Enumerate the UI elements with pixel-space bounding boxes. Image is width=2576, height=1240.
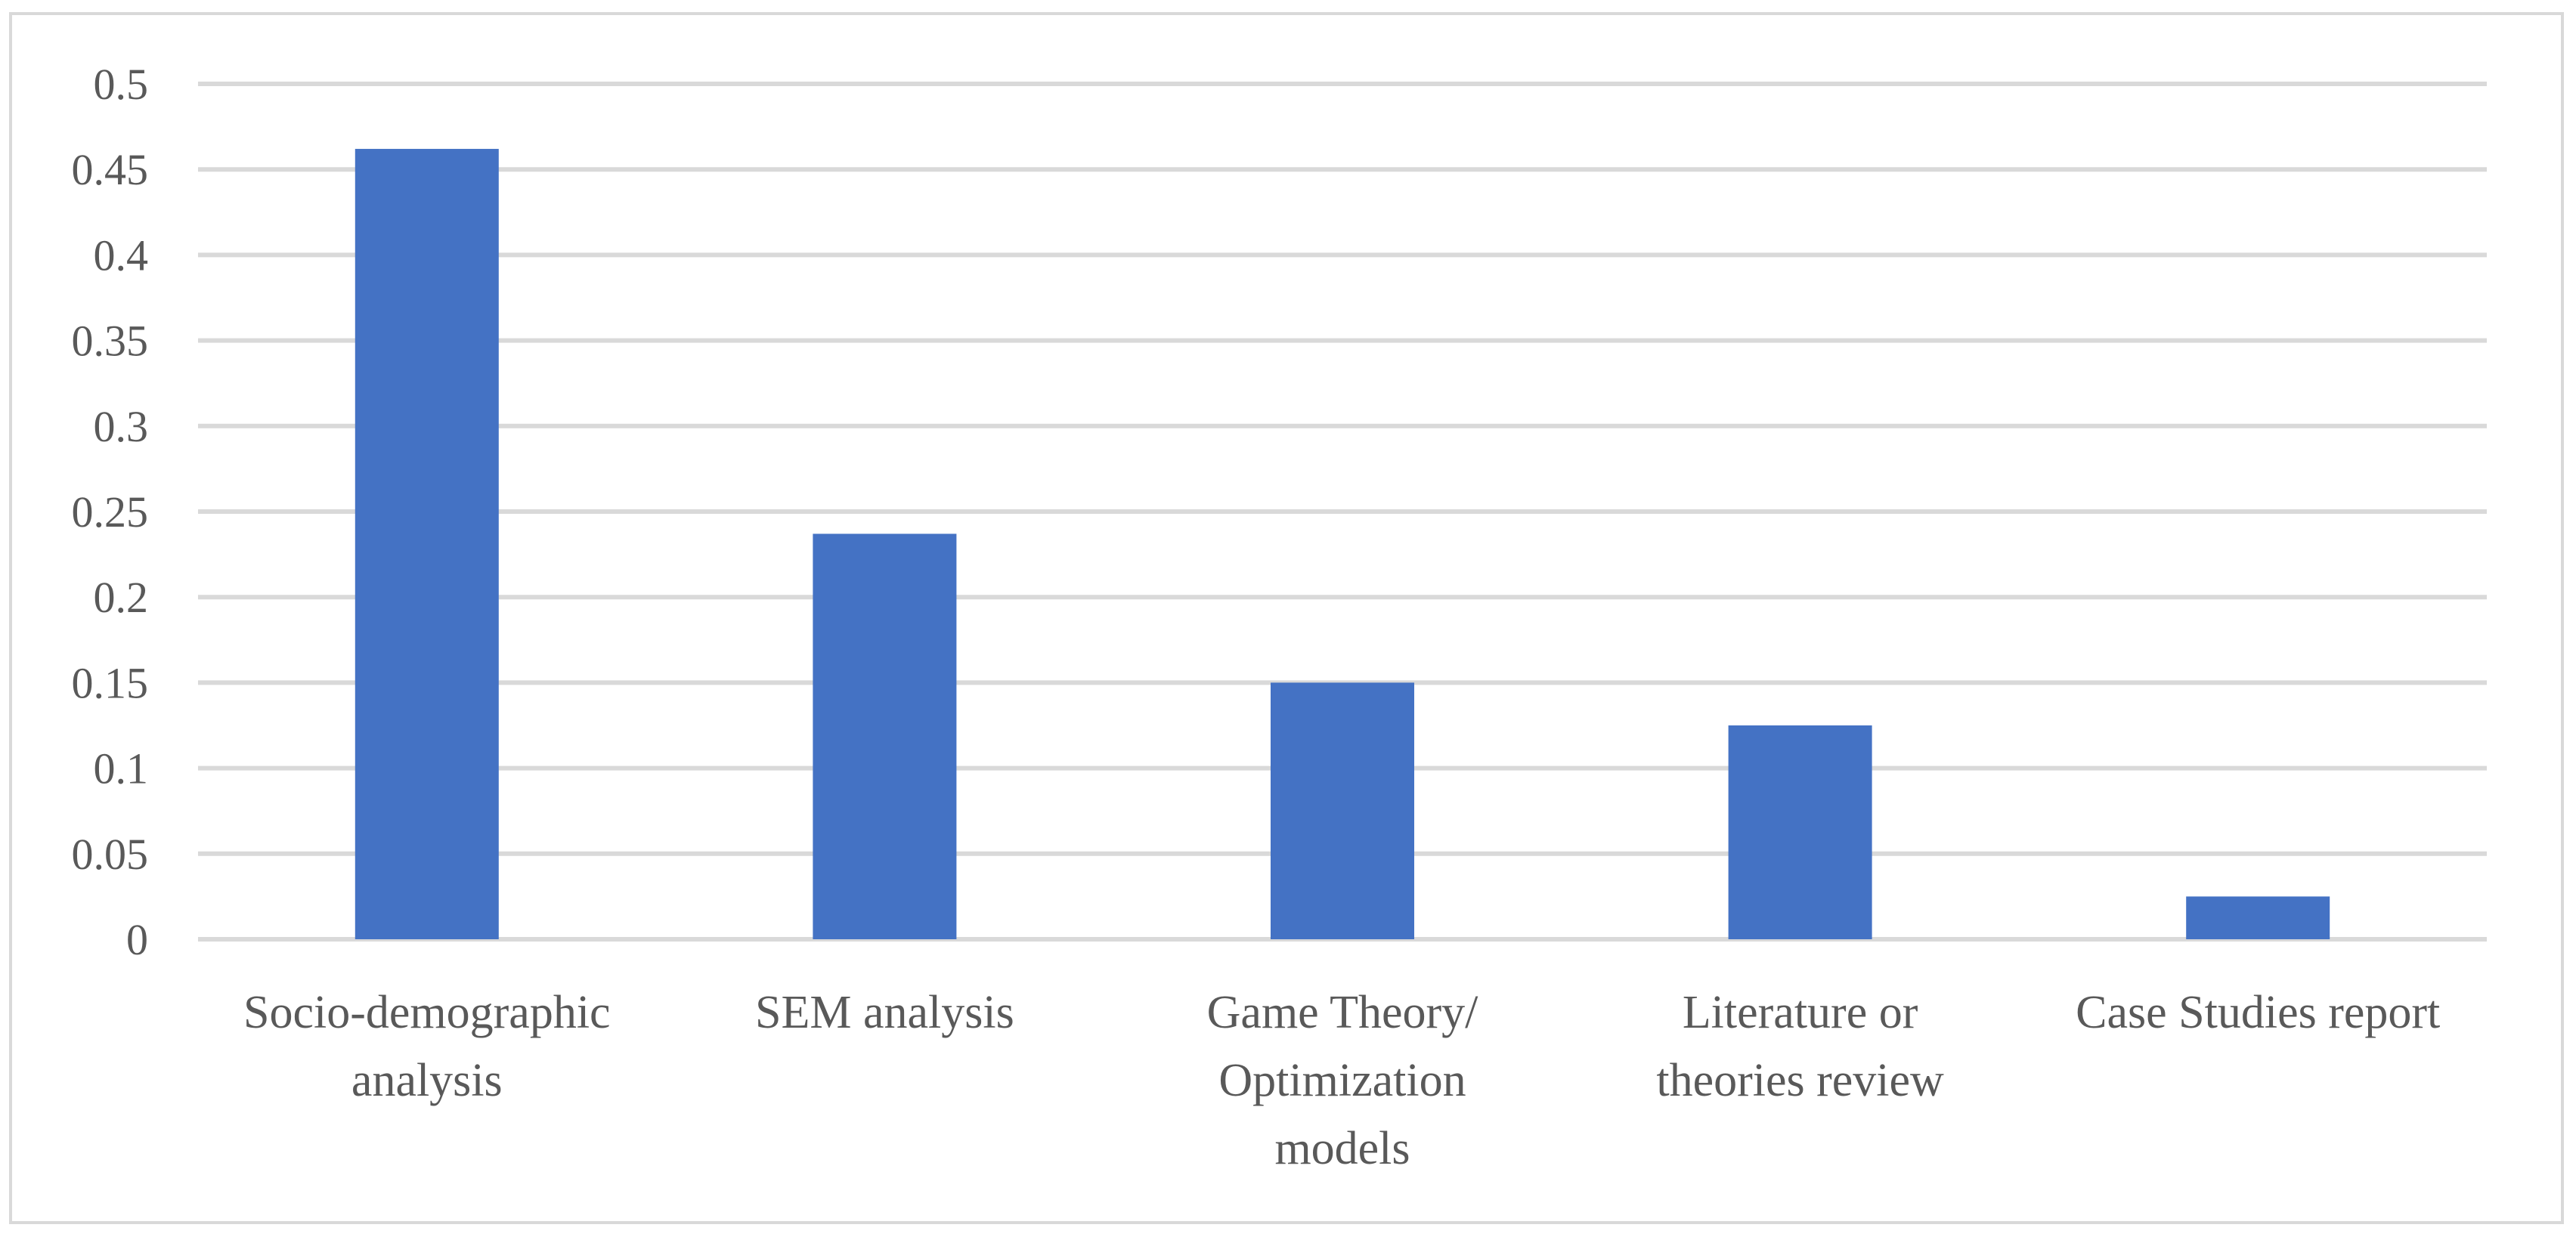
- y-tick-label: 0.25: [72, 487, 149, 537]
- x-category-label-line: analysis: [351, 1055, 503, 1106]
- bar: [355, 149, 499, 940]
- y-tick-label: 0.45: [72, 145, 149, 194]
- y-axis-ticks: 0 0.05 0.1 0.15 0.2 0.25 0.3 0.35 0.4 0.45 0.5: [72, 60, 149, 964]
- x-category-label-line: Literature or: [1683, 987, 1918, 1038]
- x-axis-categories: Socio-demographic analysis SEM analysis Gam…: [243, 987, 2440, 1174]
- y-tick-label: 0.05: [72, 830, 149, 879]
- x-category-label: Socio-demographic analysis: [243, 987, 611, 1106]
- bars: [355, 149, 2330, 940]
- y-tick-label: 0.4: [94, 230, 149, 280]
- y-tick-label: 0: [126, 915, 148, 964]
- x-category-label-line: Optimization: [1218, 1055, 1466, 1106]
- x-category-label-line: SEM analysis: [755, 987, 1014, 1038]
- y-tick-label: 0.35: [72, 317, 149, 366]
- x-category-label-line: theories review: [1656, 1055, 1944, 1106]
- gridlines: [198, 82, 2487, 942]
- y-tick-label: 0.2: [94, 573, 149, 622]
- bar: [813, 533, 957, 939]
- x-category-label-line: Socio-demographic: [243, 987, 611, 1038]
- x-category-label: Case Studies report: [2076, 987, 2440, 1038]
- x-category-label-line: models: [1274, 1123, 1410, 1174]
- y-tick-label: 0.3: [94, 402, 149, 451]
- x-category-label-line: Case Studies report: [2076, 987, 2440, 1038]
- x-category-label: Game Theory/Optimization models: [1207, 987, 1478, 1174]
- x-category-label: Literature or theories review: [1656, 987, 1944, 1106]
- bar: [1728, 725, 1872, 939]
- y-tick-label: 0.15: [72, 658, 149, 707]
- bar: [2186, 896, 2330, 939]
- x-category-label-line: Game Theory/: [1207, 987, 1478, 1038]
- x-category-label: SEM analysis: [755, 987, 1014, 1038]
- bar: [1271, 682, 1414, 939]
- y-tick-label: 0.5: [94, 60, 149, 109]
- y-tick-label: 0.1: [94, 744, 149, 793]
